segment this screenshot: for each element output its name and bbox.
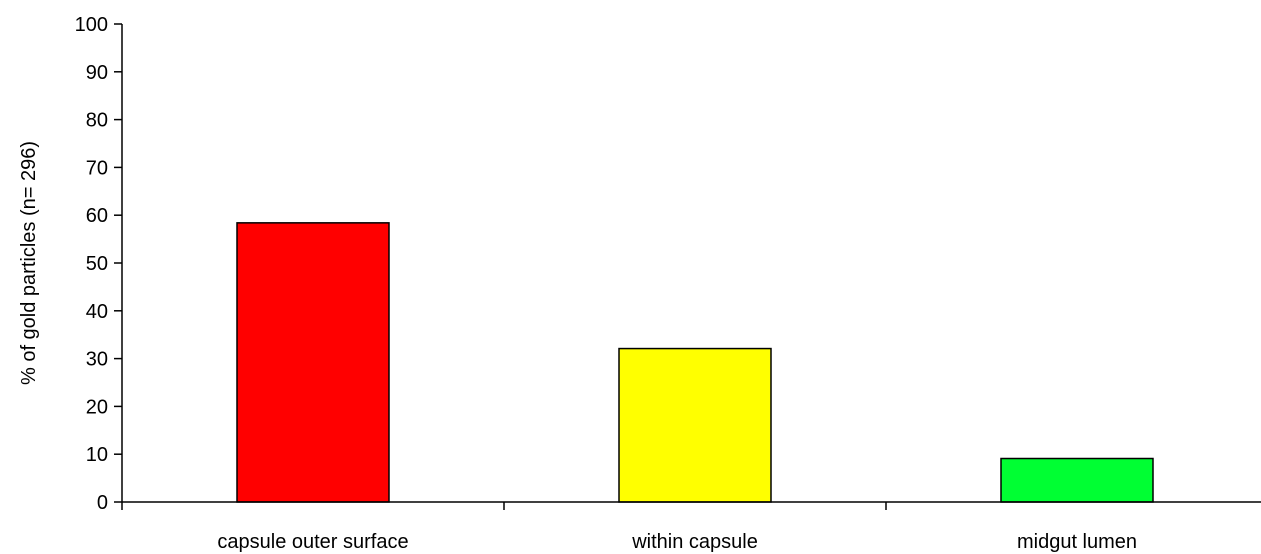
y-axis-title: % of gold particles (n= 296) <box>18 141 40 385</box>
y-tick-label: 80 <box>86 110 108 132</box>
y-tick-label: 20 <box>86 396 108 418</box>
bars-layer <box>236 222 1154 503</box>
x-ticks-layer: capsule outer surface within capsule midgu… <box>121 502 1137 553</box>
y-tick-label: 10 <box>86 444 108 466</box>
y-ticks-layer: 0 10 20 30 40 50 60 70 80 90 100 <box>75 14 122 514</box>
y-tick-label: 50 <box>86 253 108 275</box>
bar-within-capsule <box>618 347 772 503</box>
y-tick-label: 40 <box>86 301 108 323</box>
bar-midgut-lumen <box>1000 457 1154 503</box>
y-tick-label: 100 <box>75 14 108 36</box>
bar-capsule-outer-surface <box>236 222 390 503</box>
y-tick-label: 0 <box>97 492 108 514</box>
y-tick-label: 30 <box>86 349 108 371</box>
y-tick-label: 60 <box>86 205 108 227</box>
x-category-label: capsule outer surface <box>217 531 408 553</box>
y-tick-label: 70 <box>86 157 108 179</box>
x-category-label: midgut lumen <box>1017 531 1137 553</box>
y-tick-label: 90 <box>86 62 108 84</box>
x-category-label: within capsule <box>631 531 758 553</box>
